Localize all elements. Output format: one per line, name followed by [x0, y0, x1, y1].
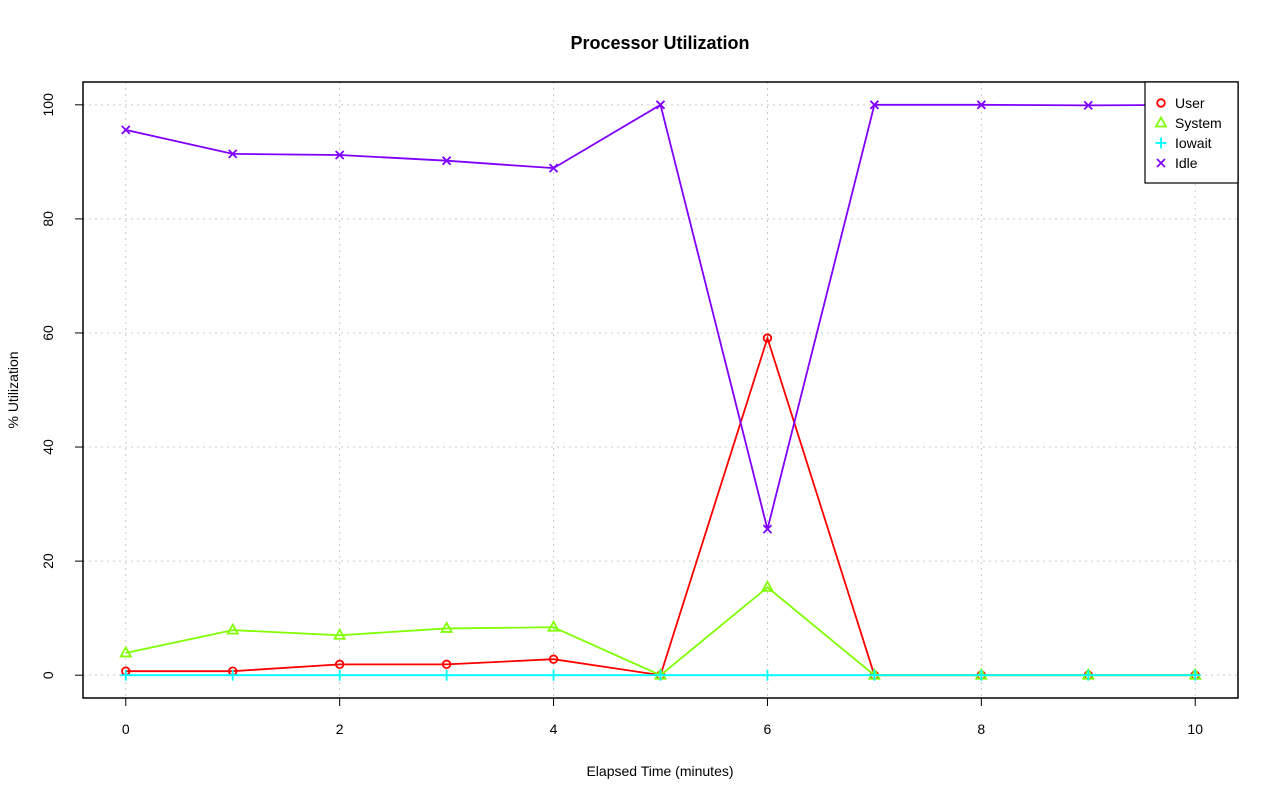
- grid: [83, 82, 1238, 698]
- triangle-marker: [547, 619, 561, 632]
- circle-marker: [334, 659, 345, 670]
- legend-marker-iowait: [1155, 137, 1167, 149]
- y-tick-label: 60: [40, 325, 56, 341]
- idle-point: [869, 100, 880, 110]
- series-idle: [121, 100, 1200, 534]
- idle-point: [121, 125, 131, 135]
- cross-marker: [441, 156, 452, 166]
- idle-point: [441, 156, 452, 166]
- iowait-point: [655, 669, 666, 681]
- iowait-point: [761, 669, 773, 681]
- system-point: [760, 579, 774, 592]
- idle-point: [228, 149, 238, 159]
- y-tick-label: 40: [40, 439, 56, 455]
- x-axis-label: Elapsed Time (minutes): [586, 763, 733, 779]
- iowait-point: [334, 669, 346, 681]
- system-point: [119, 645, 133, 658]
- plot-frame: [82, 81, 1239, 699]
- cross-marker: [1156, 158, 1166, 168]
- series-layer: [119, 100, 1202, 681]
- triangle-marker: [333, 627, 347, 640]
- system-point: [226, 622, 240, 635]
- iowait-point: [975, 669, 987, 681]
- iowait-point: [120, 669, 132, 681]
- x-tick-label: 6: [764, 721, 772, 737]
- legend-marker-user: [1156, 98, 1166, 108]
- user-point: [441, 659, 452, 670]
- user-point: [548, 654, 559, 664]
- legend: User System Iowait Idle: [1144, 81, 1239, 184]
- y-axis-label: % Utilization: [5, 351, 21, 428]
- cross-marker: [1083, 100, 1093, 111]
- cross-marker: [335, 150, 345, 160]
- legend-marker-system: [1154, 115, 1168, 128]
- legend-marker-idle: [1156, 158, 1166, 168]
- cross-marker: [228, 149, 238, 159]
- user-point: [762, 333, 773, 343]
- chart-title: Processor Utilization: [570, 33, 749, 53]
- iowait-point: [868, 669, 880, 681]
- idle-point: [655, 100, 666, 110]
- cross-marker: [655, 100, 666, 110]
- idle-point: [548, 163, 559, 173]
- x-tick-label: 8: [977, 721, 985, 737]
- iowait-point: [1082, 669, 1094, 681]
- idle-point: [762, 524, 773, 534]
- cross-marker: [548, 163, 559, 173]
- idle-line: [125, 103, 1196, 530]
- series-user: [121, 333, 1200, 680]
- circle-marker: [762, 333, 773, 343]
- iowait-point: [227, 669, 239, 681]
- y-tick-label: 0: [40, 671, 56, 679]
- series-iowait: [120, 669, 1201, 681]
- x-tick-label: 10: [1187, 721, 1203, 737]
- system-line: [125, 586, 1196, 677]
- y-tick-label: 100: [40, 93, 56, 117]
- cross-marker: [869, 100, 880, 110]
- iowait-point: [441, 669, 453, 681]
- triangle-marker: [119, 645, 133, 658]
- user-line: [125, 335, 1196, 677]
- series-system: [119, 579, 1202, 680]
- triangle-marker: [1154, 115, 1168, 128]
- circle-marker: [1156, 98, 1166, 108]
- idle-point: [976, 100, 986, 110]
- iowait-point: [548, 669, 560, 681]
- y-tick-label: 20: [40, 553, 56, 569]
- legend-label-iowait: Iowait: [1175, 135, 1212, 151]
- triangle-marker: [440, 621, 454, 633]
- circle-marker: [548, 654, 559, 664]
- cross-marker: [121, 125, 131, 135]
- triangle-marker: [226, 622, 240, 635]
- circle-marker: [441, 659, 452, 670]
- x-tick-label: 4: [550, 721, 558, 737]
- x-tick-label: 0: [122, 721, 130, 737]
- system-point: [333, 627, 347, 640]
- legend-label-user: User: [1175, 95, 1205, 111]
- x-tick-label: 2: [336, 721, 344, 737]
- system-point: [547, 619, 561, 632]
- y-tick-label: 80: [40, 211, 56, 227]
- cross-marker: [976, 100, 986, 110]
- system-point: [440, 621, 454, 633]
- idle-point: [335, 150, 345, 160]
- cross-marker: [762, 524, 773, 534]
- iowait-point: [1189, 669, 1201, 681]
- legend-label-system: System: [1175, 115, 1222, 131]
- legend-label-idle: Idle: [1175, 155, 1198, 171]
- user-point: [334, 659, 345, 670]
- triangle-marker: [760, 579, 774, 592]
- idle-point: [1083, 100, 1093, 111]
